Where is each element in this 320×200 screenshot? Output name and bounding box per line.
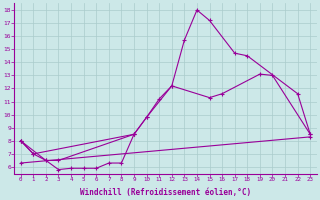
X-axis label: Windchill (Refroidissement éolien,°C): Windchill (Refroidissement éolien,°C) xyxy=(80,188,251,197)
